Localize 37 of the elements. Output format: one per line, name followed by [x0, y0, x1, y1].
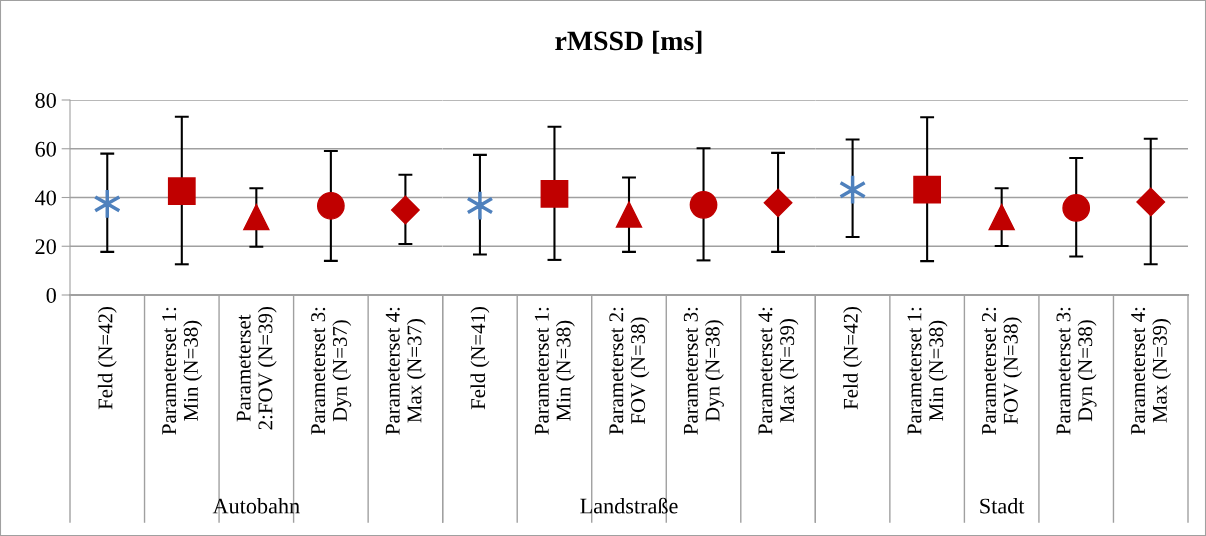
point [466, 189, 494, 222]
x-axis-title: Landstraße [580, 497, 678, 514]
x-tick-label: Parameterset 1: Min (N=38) [907, 307, 948, 435]
point [243, 203, 270, 231]
x-tick-label: Feld (N=41) [470, 307, 490, 410]
y-tick-label: 80 [35, 92, 56, 108]
x-tick-label: Feld (N=42) [843, 307, 863, 410]
point [988, 203, 1015, 231]
point [316, 191, 345, 220]
x-axis-title: Autobahn [212, 497, 300, 514]
point [1062, 194, 1091, 222]
x-tick-label: Parameterset 4: Max (N=39) [1131, 307, 1172, 435]
x-tick-label: Parameterset 1: Min (N=38) [534, 307, 575, 435]
y-tick-label: 40 [35, 190, 56, 206]
x-tick-label: Parameterset 2: FOV (N=38) [609, 307, 650, 435]
x-tick-label: Parameterset 4: Max (N=37) [385, 307, 426, 435]
point [913, 175, 942, 204]
point [763, 188, 793, 218]
point [615, 201, 643, 228]
x-tick-label: Parameterset 1: Min (N=38) [162, 307, 203, 435]
y-tick-label: 60 [35, 141, 56, 157]
x-tick-label: Parameterset 4: Max (N=39) [758, 307, 799, 435]
point [390, 195, 420, 225]
x-tick-label: Parameterset 3: Dyn (N=37) [311, 307, 352, 435]
chart-title: rMSSD [ms] [555, 30, 702, 54]
y-tick-label: 0 [46, 287, 56, 303]
x-tick-label: Feld (N=42) [97, 307, 117, 410]
x-tick-label: Parameterset 2: FOV (N=38) [981, 307, 1023, 435]
x-tick-label: Parameterset 3: Dyn (N=38) [683, 307, 724, 435]
y-tick-label: 20 [35, 239, 56, 255]
point [689, 190, 718, 219]
point [1136, 187, 1166, 217]
point [540, 179, 569, 208]
x-tick-label: Parameterset 2:FOV (N=39) [236, 307, 277, 430]
point [167, 177, 196, 206]
x-tick-label: Parameterset 3: Dyn (N=38) [1056, 307, 1097, 435]
x-axis-title: Stadt [980, 497, 1025, 514]
